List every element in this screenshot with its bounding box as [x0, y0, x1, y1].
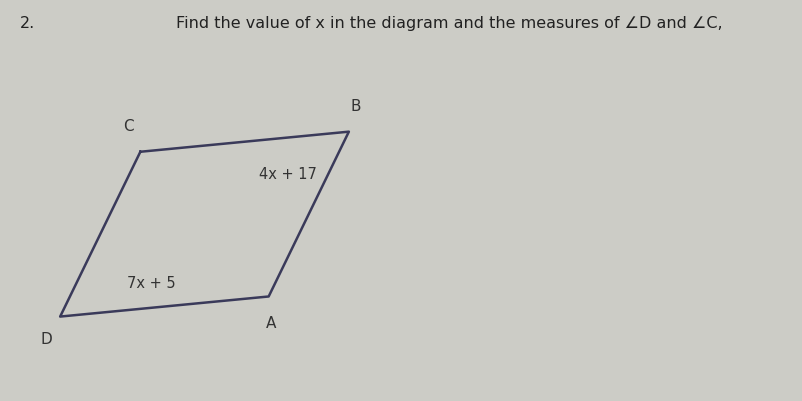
Text: C: C [123, 119, 134, 134]
Text: Find the value of x in the diagram and the measures of ∠D and ∠C,: Find the value of x in the diagram and t… [176, 16, 723, 31]
Text: D: D [41, 331, 52, 346]
Text: B: B [350, 99, 361, 114]
Text: 4x + 17: 4x + 17 [259, 167, 317, 182]
Text: A: A [266, 315, 276, 330]
Text: 7x + 5: 7x + 5 [127, 275, 176, 290]
Text: 2.: 2. [20, 16, 35, 31]
